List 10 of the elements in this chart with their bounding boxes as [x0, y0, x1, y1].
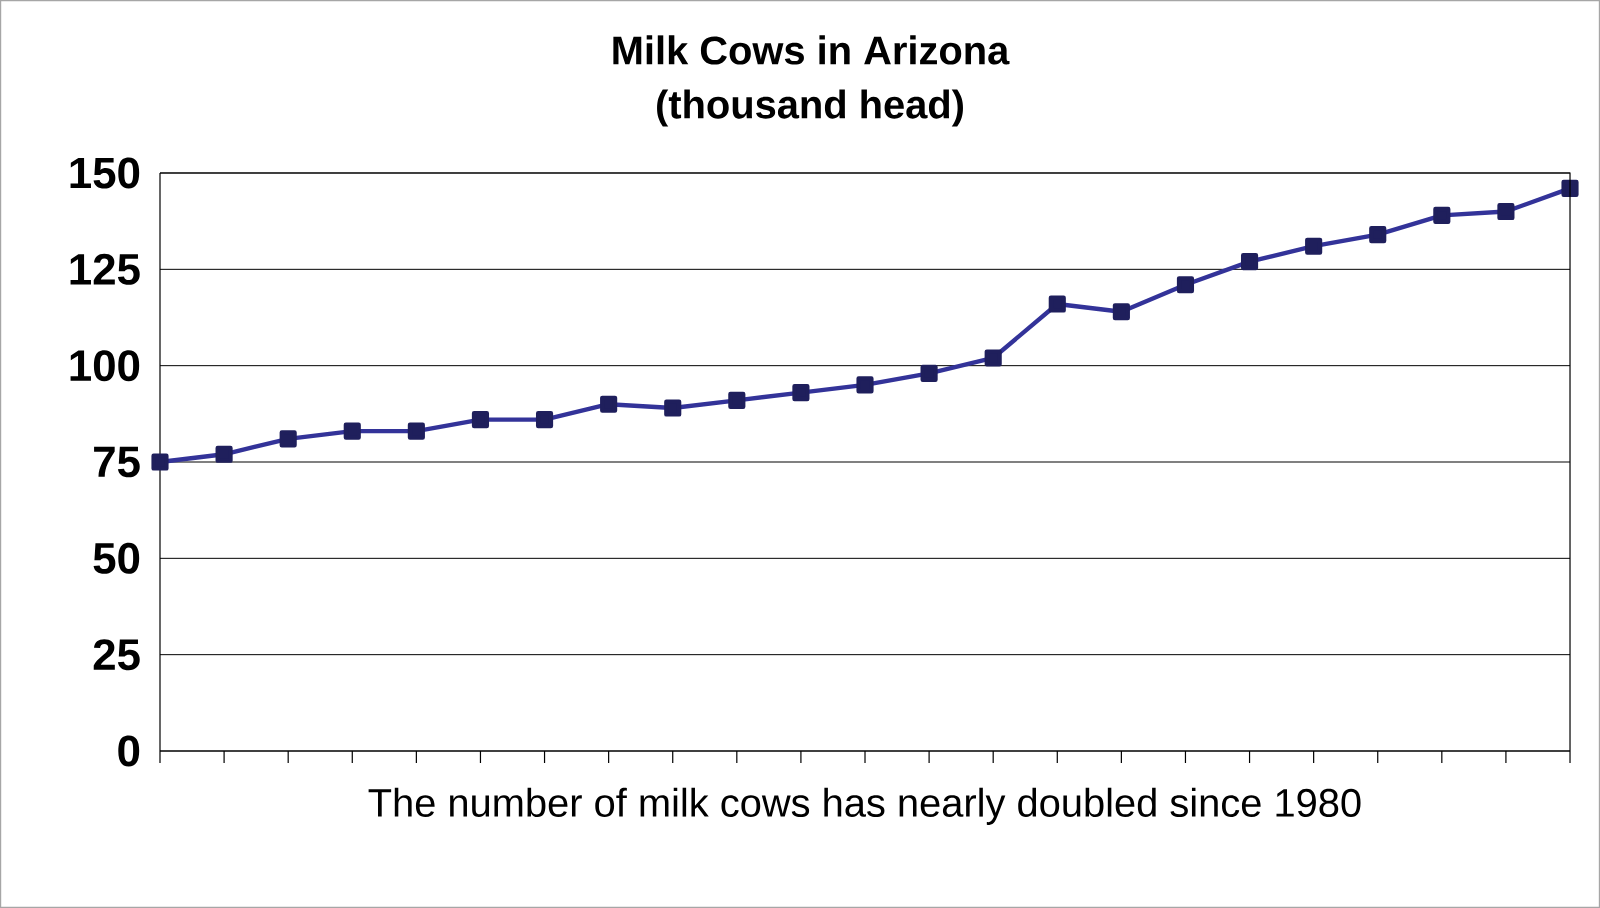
- x-axis-title: The number of milk cows has nearly doubled since 1980: [368, 787, 1361, 825]
- y-tick-label: 150: [70, 157, 140, 189]
- y-tick-label: 125: [70, 253, 140, 285]
- y-tick-label: 75: [94, 446, 140, 478]
- chart-title: Milk Cows in Arizona: [613, 35, 1010, 65]
- y-tick-label: 25: [93, 639, 140, 671]
- y-tick-label: 0: [118, 735, 140, 767]
- y-tick-label: 50: [93, 542, 140, 574]
- chart-subtitle: (thousand head): [657, 89, 963, 127]
- y-tick-label: 100: [70, 350, 140, 382]
